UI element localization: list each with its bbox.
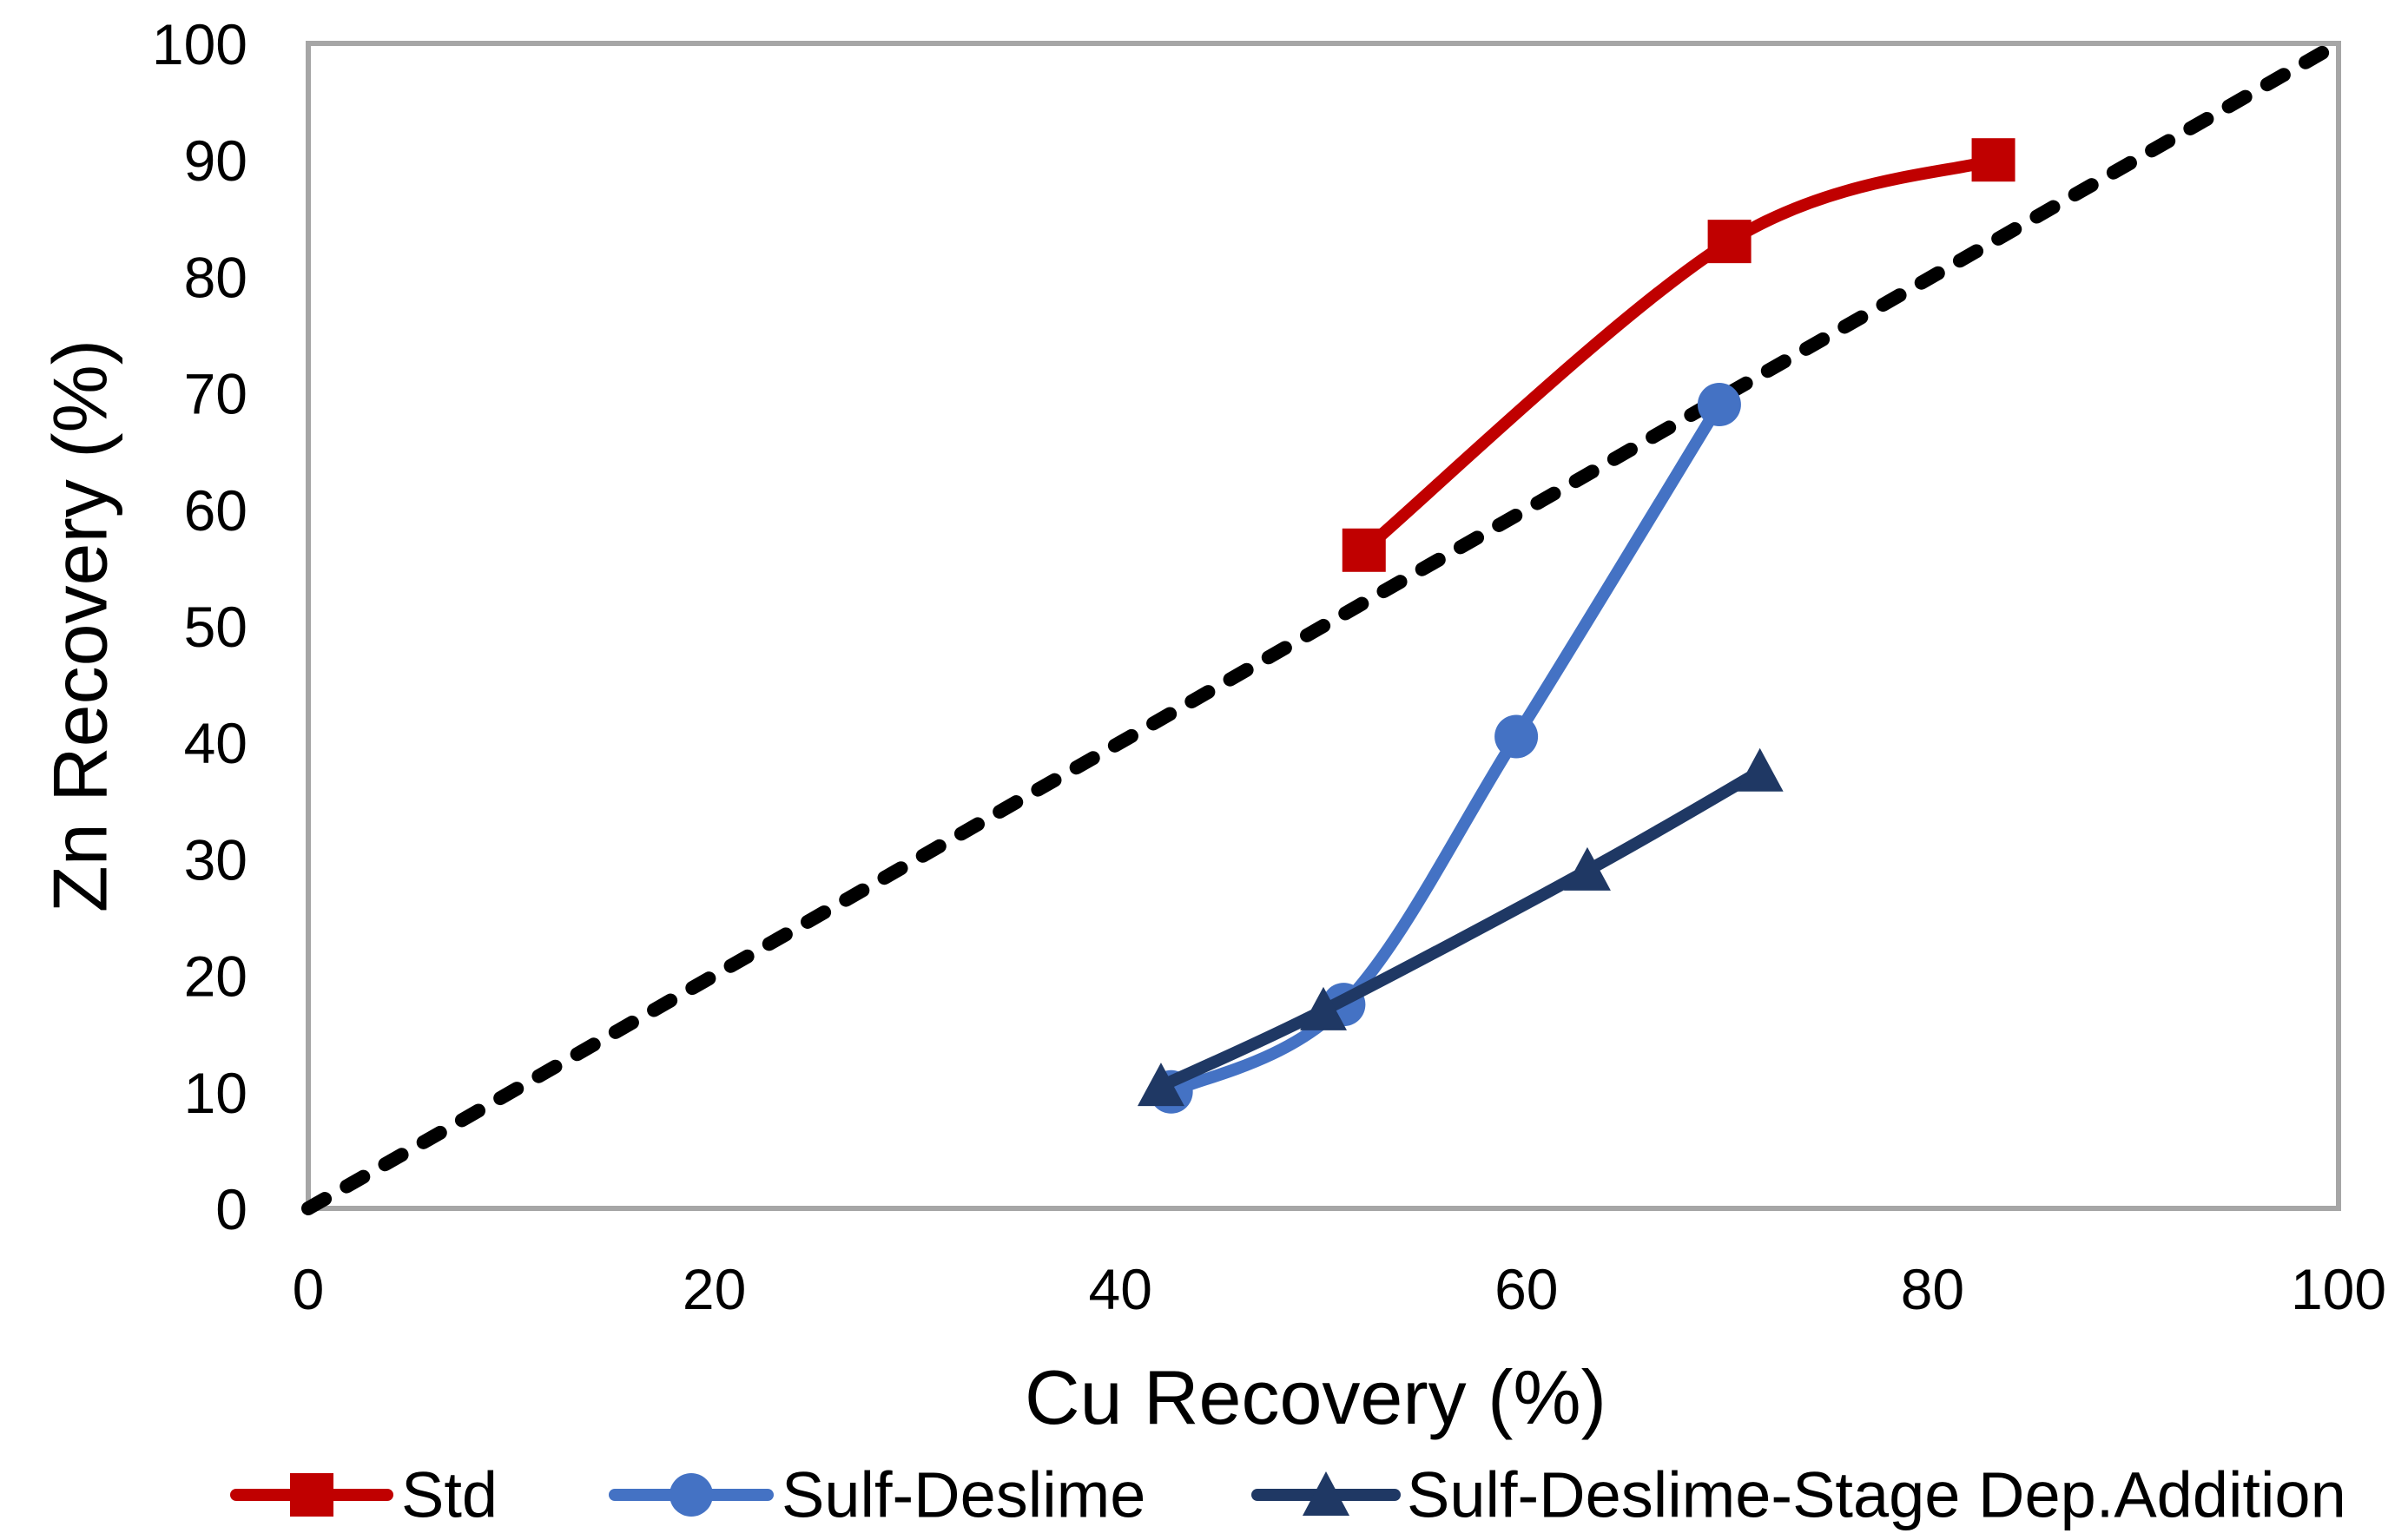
legend-label-sulf-deslime: Sulf-Deslime xyxy=(782,1459,1145,1531)
x-tick-label: 0 xyxy=(293,1257,325,1321)
y-axis-title: Zn Recovery (%) xyxy=(37,339,123,912)
triangle-marker-icon xyxy=(1303,1471,1349,1516)
chart-legend: Std Sulf-Deslime Sulf-Deslime-Stage Dep.… xyxy=(230,1459,2346,1531)
std-marker-icon xyxy=(1707,220,1752,264)
square-marker-icon xyxy=(290,1473,333,1517)
legend-item-sulf-deslime-stage: Sulf-Deslime-Stage Dep.Addition xyxy=(1251,1459,2346,1531)
parity-dashed-line xyxy=(301,36,2345,1215)
legend-label-sulf-deslime-stage: Sulf-Deslime-Stage Dep.Addition xyxy=(1407,1459,2346,1531)
y-tick-label: 80 xyxy=(184,245,247,309)
std-line xyxy=(1357,154,2000,556)
sulf-deslime-line xyxy=(1164,398,1725,1098)
x-tick-label: 20 xyxy=(683,1257,746,1321)
y-tick-label: 40 xyxy=(184,711,247,775)
legend-item-sulf-deslime: Sulf-Deslime xyxy=(609,1459,1145,1531)
plot-border xyxy=(306,41,2341,1211)
data-series-group xyxy=(1137,138,2015,1114)
sulf-deslime-stage-dep-addition-marker-icon xyxy=(1137,1063,1184,1107)
y-tick-label: 70 xyxy=(184,362,247,426)
x-tick-label: 40 xyxy=(1088,1257,1151,1321)
y-axis-tick-labels: 0 10 20 30 40 50 60 70 80 90 100 xyxy=(152,12,247,1241)
sulf-deslime-marker-icon xyxy=(1697,383,1741,427)
y-tick-label: 30 xyxy=(184,827,247,892)
sulf-deslime-stage-dep-addition-marker-icon xyxy=(1300,986,1347,1030)
y-tick-label: 20 xyxy=(184,944,247,1009)
y-tick-label: 100 xyxy=(152,12,247,76)
std-marker-icon xyxy=(1342,528,1386,572)
std-marker-icon xyxy=(1971,138,2015,182)
legend-label-std: Std xyxy=(401,1459,498,1531)
sulf-deslime-stage-dep-addition-line xyxy=(1154,765,1766,1093)
y-tick-label: 60 xyxy=(184,478,247,543)
y-tick-label: 10 xyxy=(184,1061,247,1125)
y-tick-label: 50 xyxy=(184,595,247,659)
x-axis-tick-labels: 0 20 40 60 80 100 xyxy=(293,1257,2386,1321)
x-tick-label: 60 xyxy=(1494,1257,1558,1321)
y-tick-label: 90 xyxy=(184,128,247,193)
series-sulf-deslime-stage-dep-addition xyxy=(1137,747,1784,1107)
series-std xyxy=(1342,138,2015,572)
x-axis-title: Cu Recovery (%) xyxy=(1025,1354,1606,1440)
legend-item-std: Std xyxy=(230,1459,498,1531)
sulf-deslime-stage-dep-addition-marker-icon xyxy=(1563,846,1611,891)
series-sulf-deslime xyxy=(1149,383,1741,1114)
parity-reference-line-group xyxy=(301,36,2345,1215)
y-tick-label: 0 xyxy=(215,1177,247,1241)
sulf-deslime-stage-dep-addition-marker-icon xyxy=(1736,747,1784,792)
x-tick-label: 100 xyxy=(2291,1257,2386,1321)
sulf-deslime-marker-icon xyxy=(1494,714,1539,759)
circle-marker-icon xyxy=(670,1473,713,1517)
x-tick-label: 80 xyxy=(1901,1257,1964,1321)
